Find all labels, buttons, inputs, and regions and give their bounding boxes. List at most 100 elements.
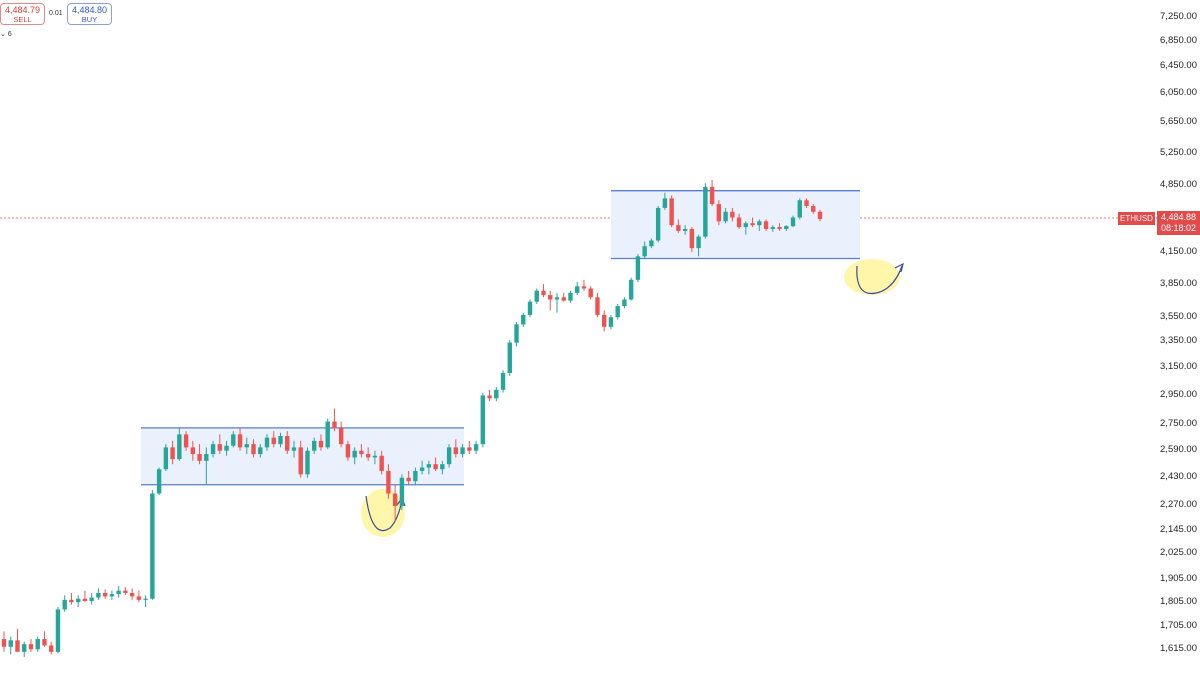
candle bbox=[730, 207, 735, 222]
candle bbox=[433, 457, 438, 471]
candle-body bbox=[716, 204, 722, 222]
candle bbox=[554, 292, 560, 313]
quantity-value: 6 bbox=[7, 31, 12, 38]
candle bbox=[426, 460, 432, 475]
quantity-selector[interactable]: ⌄ 6 bbox=[0, 30, 12, 38]
candle bbox=[278, 432, 283, 448]
candle bbox=[386, 464, 391, 499]
candle bbox=[318, 434, 324, 451]
candle bbox=[642, 241, 647, 259]
y-tick-label: 3,150.00 bbox=[1160, 361, 1197, 372]
candle-body bbox=[817, 211, 823, 219]
candle bbox=[507, 340, 512, 376]
last-price: 4,484.88 bbox=[1160, 212, 1197, 222]
candle-body bbox=[156, 469, 162, 494]
candle bbox=[419, 460, 425, 475]
candle-body bbox=[197, 454, 202, 461]
candle-body bbox=[797, 200, 802, 218]
candle bbox=[467, 440, 472, 455]
y-tick-label: 2,270.00 bbox=[1160, 499, 1197, 510]
y-tick-label: 2,590.00 bbox=[1160, 444, 1197, 455]
candle-body bbox=[129, 592, 135, 597]
candle-body bbox=[75, 598, 81, 603]
candle bbox=[372, 450, 378, 465]
candle-body bbox=[35, 639, 40, 650]
candle-body bbox=[264, 437, 270, 448]
arrow-head-2 bbox=[894, 262, 904, 273]
candle bbox=[204, 447, 209, 485]
candle bbox=[588, 286, 593, 300]
y-tick-label: 7,250.00 bbox=[1160, 11, 1197, 22]
sell-button[interactable]: 4,484.79 SELL bbox=[0, 3, 45, 25]
candle bbox=[797, 198, 802, 220]
last-price-tag: 4,484.88 08:18:02 bbox=[1157, 211, 1200, 235]
candle bbox=[258, 444, 263, 458]
candle-body bbox=[419, 467, 425, 471]
buy-button[interactable]: 4,484.80 BUY bbox=[67, 3, 112, 25]
candle-body bbox=[790, 217, 796, 227]
candle bbox=[237, 427, 243, 451]
candle bbox=[575, 281, 580, 296]
candle bbox=[682, 225, 688, 235]
candle bbox=[22, 641, 27, 657]
candle bbox=[109, 590, 115, 600]
candle bbox=[743, 221, 749, 235]
candle-body bbox=[210, 444, 216, 455]
y-tick-label: 5,650.00 bbox=[1160, 116, 1197, 127]
candle-body bbox=[244, 444, 249, 448]
candle-body bbox=[649, 240, 654, 247]
candle-body bbox=[514, 324, 519, 343]
spread-value: 0.01 bbox=[49, 10, 63, 17]
curve-arrow-2 bbox=[856, 265, 903, 294]
candle-body bbox=[392, 493, 398, 506]
candle bbox=[696, 234, 701, 257]
candle bbox=[183, 431, 189, 451]
candle bbox=[143, 595, 148, 607]
candle-body bbox=[615, 306, 620, 318]
candle-body bbox=[372, 455, 378, 458]
candle bbox=[156, 467, 162, 496]
candle bbox=[763, 219, 769, 231]
range-2-box[interactable] bbox=[611, 190, 860, 259]
candle-body bbox=[312, 440, 317, 451]
candle bbox=[379, 450, 384, 475]
candle-body bbox=[628, 279, 634, 300]
y-tick-label: 2,950.00 bbox=[1160, 389, 1197, 400]
candle bbox=[487, 389, 492, 402]
candle bbox=[75, 595, 81, 607]
chevron-down-icon: ⌄ bbox=[0, 31, 8, 38]
candle bbox=[352, 447, 357, 465]
candle bbox=[102, 589, 108, 599]
candle-body bbox=[494, 389, 499, 399]
y-tick-label: 4,850.00 bbox=[1160, 179, 1197, 190]
candle-body bbox=[730, 211, 735, 218]
candle-body bbox=[581, 286, 587, 289]
candle-body bbox=[433, 464, 438, 470]
candle bbox=[500, 370, 506, 393]
candle bbox=[399, 474, 405, 510]
candle bbox=[440, 460, 445, 475]
candle-body bbox=[676, 225, 681, 231]
candle-body bbox=[386, 470, 391, 494]
candle bbox=[514, 322, 519, 347]
y-tick-label: 3,550.00 bbox=[1160, 311, 1197, 322]
candle bbox=[548, 290, 553, 311]
candle bbox=[42, 631, 47, 647]
candle bbox=[655, 206, 661, 243]
candle bbox=[15, 628, 20, 652]
sell-price: 4,484.79 bbox=[4, 5, 41, 15]
candle-body bbox=[763, 221, 769, 229]
candle bbox=[628, 277, 634, 301]
candle bbox=[494, 387, 499, 402]
candle bbox=[365, 447, 371, 461]
candle-body bbox=[177, 434, 182, 460]
y-tick-label: 3,850.00 bbox=[1160, 278, 1197, 289]
candle-body bbox=[595, 297, 600, 315]
candle bbox=[89, 592, 94, 605]
candle-body bbox=[561, 297, 566, 301]
candle-body bbox=[777, 227, 782, 229]
buy-price: 4,484.80 bbox=[71, 5, 108, 15]
candle-body bbox=[285, 436, 290, 451]
